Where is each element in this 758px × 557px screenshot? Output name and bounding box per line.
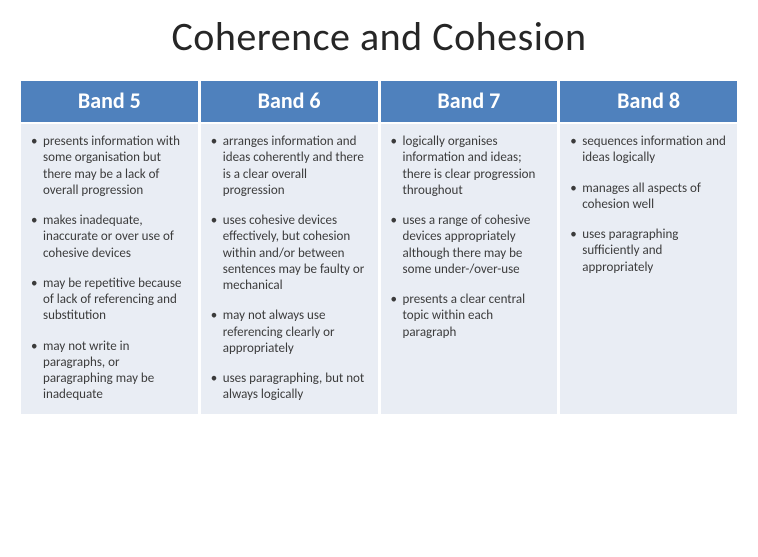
list-item: logically organises information and idea…: [385, 134, 550, 199]
cell-band6: arranges information and ideas coherentl…: [201, 124, 378, 414]
list-item: uses paragraphing, but not always logica…: [205, 371, 370, 404]
list-item: arranges information and ideas coherentl…: [205, 134, 370, 199]
list-item: makes inadequate, inaccurate or over use…: [25, 213, 190, 262]
col-header-band8: Band 8: [560, 81, 737, 122]
col-header-band7: Band 7: [381, 81, 558, 122]
table-header-row: Band 5 Band 6 Band 7 Band 8: [21, 81, 737, 122]
list-item: presents a clear central topic within ea…: [385, 292, 550, 341]
list-item: uses a range of cohesive devices appropr…: [385, 213, 550, 278]
bullet-list: arranges information and ideas coherentl…: [205, 134, 370, 404]
list-item: uses cohesive devices effectively, but c…: [205, 213, 370, 294]
bullet-list: logically organises information and idea…: [385, 134, 550, 341]
page-title: Coherence and Cohesion: [18, 12, 740, 61]
cell-band8: sequences information and ideas logicall…: [560, 124, 737, 414]
col-header-band5: Band 5: [21, 81, 198, 122]
col-header-band6: Band 6: [201, 81, 378, 122]
list-item: manages all aspects of cohesion well: [564, 181, 729, 214]
list-item: may not write in paragraphs, or paragrap…: [25, 339, 190, 404]
list-item: may not always use referencing clearly o…: [205, 308, 370, 357]
cell-band7: logically organises information and idea…: [381, 124, 558, 414]
table-row: presents information with some organisat…: [21, 124, 737, 414]
list-item: uses paragraphing sufficiently and appro…: [564, 227, 729, 276]
list-item: sequences information and ideas logicall…: [564, 134, 729, 167]
cell-band5: presents information with some organisat…: [21, 124, 198, 414]
band-table: Band 5 Band 6 Band 7 Band 8 presents inf…: [18, 79, 740, 416]
bullet-list: sequences information and ideas logicall…: [564, 134, 729, 276]
list-item: presents information with some organisat…: [25, 134, 190, 199]
list-item: may be repetitive because of lack of ref…: [25, 276, 190, 325]
bullet-list: presents information with some organisat…: [25, 134, 190, 404]
